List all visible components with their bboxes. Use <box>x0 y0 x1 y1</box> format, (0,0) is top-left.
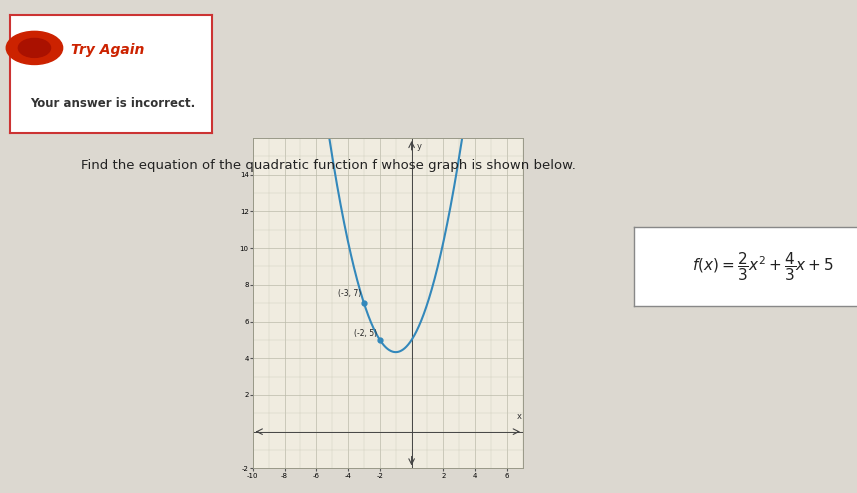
Text: (-2, 5): (-2, 5) <box>354 329 377 338</box>
Text: x: x <box>517 412 522 421</box>
Text: (-3, 7): (-3, 7) <box>339 289 362 298</box>
Circle shape <box>18 38 51 57</box>
Text: $f(x) = \dfrac{2}{3}x^2 + \dfrac{4}{3}x + 5$: $f(x) = \dfrac{2}{3}x^2 + \dfrac{4}{3}x … <box>692 250 834 282</box>
Text: Find the equation of the quadratic function f whose graph is shown below.: Find the equation of the quadratic funct… <box>81 159 576 172</box>
Circle shape <box>6 32 63 65</box>
Text: y: y <box>417 141 422 151</box>
Text: Try Again: Try Again <box>70 43 144 57</box>
Text: Your answer is incorrect.: Your answer is incorrect. <box>31 97 195 110</box>
